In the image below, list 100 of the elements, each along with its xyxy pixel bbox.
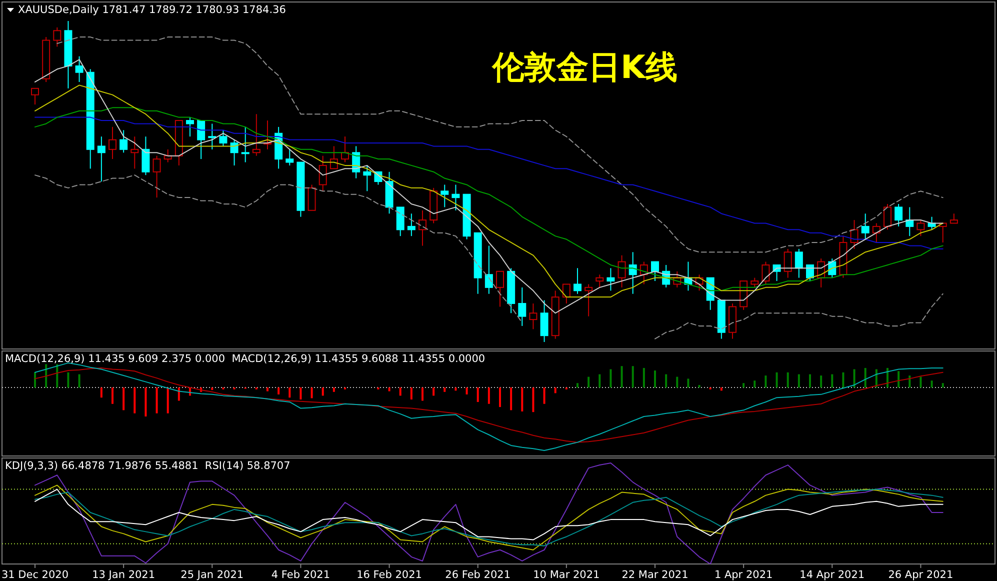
candlestick xyxy=(308,184,316,211)
bar xyxy=(864,368,866,388)
bar xyxy=(288,388,291,398)
bar xyxy=(654,370,656,388)
candlestick xyxy=(540,300,548,342)
candlestick xyxy=(596,274,604,288)
bar xyxy=(388,388,390,392)
x-tick-label: 31 Dec 2020 xyxy=(1,569,69,581)
candlestick xyxy=(484,245,493,294)
candlestick xyxy=(197,120,206,160)
candlestick xyxy=(241,126,250,163)
bar xyxy=(798,374,800,388)
candlestick xyxy=(584,284,593,317)
candlestick xyxy=(884,203,892,230)
candlestick xyxy=(872,222,880,243)
bar xyxy=(908,376,911,388)
bar xyxy=(665,374,668,388)
candlestick xyxy=(750,277,759,288)
candlestick xyxy=(120,130,128,154)
candlestick xyxy=(618,254,626,288)
bar xyxy=(820,376,822,388)
x-tick-label: 10 Mar 2021 xyxy=(533,569,600,581)
candlestick xyxy=(152,155,161,198)
x-tick-label: 26 Feb 2021 xyxy=(445,569,511,581)
bar xyxy=(620,366,623,388)
candlestick xyxy=(230,139,238,166)
bar xyxy=(764,376,767,388)
candlestick xyxy=(440,184,449,208)
bar xyxy=(100,388,102,398)
bar xyxy=(521,388,524,412)
candlestick xyxy=(628,252,637,294)
bar xyxy=(499,388,501,408)
candlestick xyxy=(606,268,615,292)
bar xyxy=(720,388,722,391)
bar xyxy=(399,388,402,396)
bar xyxy=(476,388,479,402)
bar xyxy=(809,374,811,388)
bar xyxy=(930,380,933,388)
bar xyxy=(45,364,48,388)
bar xyxy=(156,388,158,414)
bar xyxy=(78,374,80,388)
candlestick xyxy=(330,146,338,170)
x-tick-label: 16 Feb 2021 xyxy=(356,569,422,581)
bar xyxy=(266,388,268,392)
x-tick-label: 26 Apr 2021 xyxy=(888,569,954,581)
x-tick-label: 22 Mar 2021 xyxy=(622,569,688,581)
candlestick xyxy=(452,184,460,211)
bar xyxy=(831,374,834,388)
text: 伦敦金日K线 xyxy=(492,48,678,86)
bar xyxy=(687,378,690,388)
x-tick-label: 13 Jan 2021 xyxy=(92,569,156,581)
bar xyxy=(942,383,944,388)
candlestick xyxy=(850,220,858,250)
bar xyxy=(278,388,280,394)
bar xyxy=(144,388,147,416)
candlestick xyxy=(31,88,39,105)
bar xyxy=(211,388,214,390)
bar xyxy=(898,371,900,388)
candlestick xyxy=(651,261,659,282)
bar xyxy=(34,372,36,388)
bar xyxy=(676,376,678,388)
bar xyxy=(698,384,700,388)
bar xyxy=(332,388,335,392)
bar xyxy=(410,388,412,400)
x-tick-label: 1 Apr 2021 xyxy=(714,569,773,581)
candlestick xyxy=(894,203,903,227)
bar xyxy=(786,372,789,388)
candlestick xyxy=(762,261,770,285)
bar xyxy=(322,388,324,396)
x-tick-label: 4 Feb 2021 xyxy=(271,569,330,581)
bar xyxy=(466,388,468,394)
bar xyxy=(300,388,302,400)
candlestick xyxy=(418,210,426,246)
candlestick xyxy=(562,284,570,304)
bar xyxy=(742,383,745,388)
bar xyxy=(532,388,534,412)
bar xyxy=(853,369,856,388)
chart-title: MACD(12,26,9) 11.435 9.609 2.375 0.000 MACD(12,26,9) 11.4355 9.6088 11.4355 0.0000 xyxy=(5,353,486,365)
candlestick xyxy=(518,286,526,326)
bar xyxy=(454,388,457,391)
candlestick xyxy=(496,270,504,308)
bar xyxy=(598,374,601,388)
bar xyxy=(576,383,578,388)
candlestick xyxy=(574,268,582,294)
bar xyxy=(488,388,490,404)
bar xyxy=(122,388,125,410)
candlestick xyxy=(784,248,792,278)
candlestick xyxy=(252,114,260,156)
bar xyxy=(178,388,180,401)
bar xyxy=(67,372,70,388)
bar xyxy=(166,388,169,414)
candlestick xyxy=(950,213,958,224)
candlestick xyxy=(186,116,194,138)
bar xyxy=(422,388,424,401)
bar xyxy=(310,388,313,398)
candlestick xyxy=(396,206,404,237)
x-tick-label: 25 Jan 2021 xyxy=(180,569,244,581)
candlestick xyxy=(407,213,416,237)
bar xyxy=(632,366,634,388)
chart-title: KDJ(9,3,3) 66.4878 71.9876 55.4881 RSI(14) 58.8707 xyxy=(5,460,290,472)
